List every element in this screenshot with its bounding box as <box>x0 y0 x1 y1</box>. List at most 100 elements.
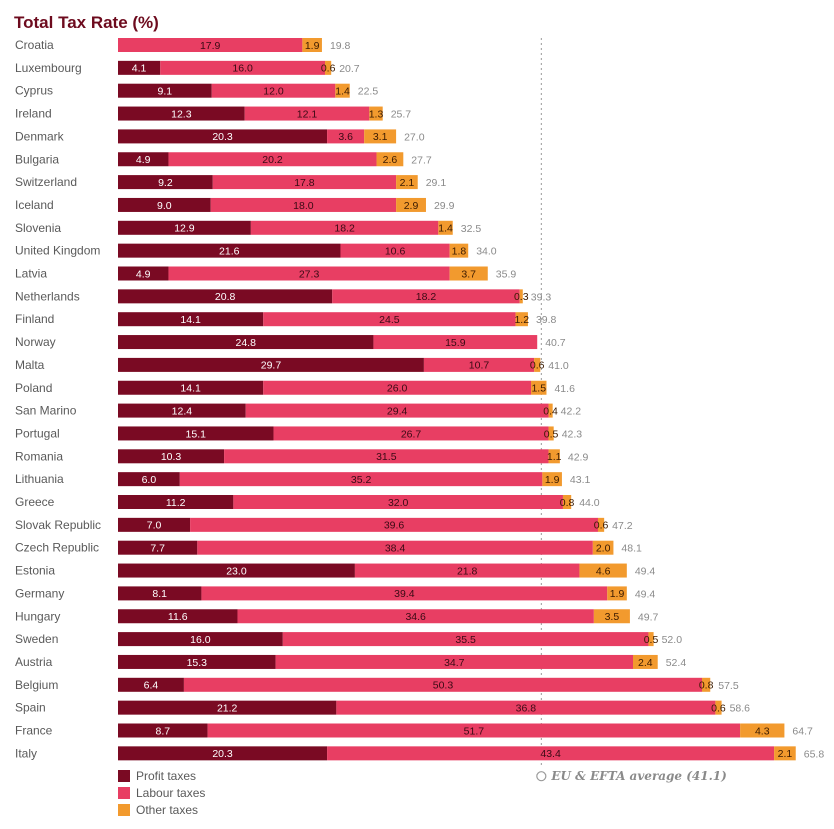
segment-value-label: 51.7 <box>464 725 485 737</box>
segment-value-label: 14.1 <box>180 314 201 326</box>
total-value-label: 44.0 <box>579 497 600 509</box>
segment-value-label: 9.2 <box>158 177 173 189</box>
segment-value-label: 7.0 <box>147 520 162 532</box>
segment-value-label: 26.7 <box>401 428 422 440</box>
country-label: Czech Republic <box>15 541 99 555</box>
total-value-label: 27.7 <box>411 154 432 166</box>
country-label: France <box>15 724 53 738</box>
bar-profit-taxes <box>118 129 328 144</box>
row-italy: Italy 20.3 43.4 2.1 65.8 <box>15 746 825 761</box>
bar-profit-taxes <box>118 449 225 464</box>
segment-value-label: 39.6 <box>384 520 405 532</box>
segment-value-label: 2.1 <box>400 177 415 189</box>
country-label: Netherlands <box>15 289 80 303</box>
bar-other-taxes <box>562 495 572 509</box>
bar-other-taxes <box>515 312 528 327</box>
total-value-label: 22.5 <box>358 86 379 98</box>
country-label: Ireland <box>15 107 52 121</box>
bar-profit-taxes <box>118 632 283 647</box>
segment-value-label: 0.6 <box>711 702 726 714</box>
bar-other-taxes <box>607 586 627 601</box>
bar-profit-taxes <box>118 357 424 372</box>
row-france: France 8.7 51.7 4.3 64.7 <box>15 723 813 738</box>
row-belgium: Belgium 6.4 50.3 0.8 57.5 <box>15 677 739 692</box>
bar-labour-taxes <box>263 312 516 327</box>
segment-value-label: 1.2 <box>514 314 529 326</box>
segment-value-label: 0.5 <box>544 428 559 440</box>
bar-profit-taxes <box>118 106 245 121</box>
segment-value-label: 34.7 <box>444 657 465 669</box>
segment-value-label: 1.9 <box>610 588 625 600</box>
country-label: Latvia <box>15 267 47 281</box>
country-label: United Kingdom <box>15 244 100 258</box>
row-finland: Finland 14.1 24.5 1.2 39.8 <box>15 312 557 327</box>
segment-value-label: 4.6 <box>596 565 611 577</box>
segment-value-label: 24.5 <box>379 314 400 326</box>
country-label: Italy <box>15 746 37 760</box>
segment-value-label: 39.4 <box>394 588 415 600</box>
total-value-label: 49.4 <box>635 566 656 578</box>
total-value-label: 29.1 <box>426 177 447 189</box>
legend-label-profit-taxes: Profit taxes <box>136 769 196 783</box>
row-switzerland: Switzerland 9.2 17.8 2.1 29.1 <box>15 175 447 190</box>
segment-value-label: 20.3 <box>212 131 233 143</box>
bar-profit-taxes <box>118 517 191 532</box>
bar-profit-taxes <box>118 677 184 692</box>
segment-value-label: 9.0 <box>157 200 172 212</box>
segment-value-label: 12.9 <box>174 223 195 235</box>
segment-value-label: 1.5 <box>531 383 546 395</box>
segment-value-label: 16.0 <box>190 634 211 646</box>
bar-labour-taxes <box>282 632 649 647</box>
country-label: Portugal <box>15 426 60 440</box>
bar-other-taxes <box>579 563 627 578</box>
bar-labour-taxes <box>212 175 397 190</box>
segment-value-label: 11.2 <box>166 497 186 509</box>
total-value-label: 27.0 <box>404 131 425 143</box>
bar-other-taxes <box>438 220 453 235</box>
country-label: Croatia <box>15 38 54 52</box>
total-value-label: 43.1 <box>570 474 591 486</box>
segment-value-label: 14.1 <box>180 383 201 395</box>
total-value-label: 49.4 <box>635 588 656 600</box>
segment-value-label: 18.2 <box>334 223 355 235</box>
segment-value-label: 24.8 <box>236 337 257 349</box>
country-label: Greece <box>15 495 55 509</box>
total-value-label: 65.8 <box>804 748 825 760</box>
row-luxembourg: Luxembourg 4.1 16.0 0.6 20.7 <box>15 60 360 75</box>
segment-value-label: 2.6 <box>383 154 398 166</box>
country-label: Norway <box>15 335 56 349</box>
total-value-label: 64.7 <box>792 726 813 738</box>
bar-labour-taxes <box>211 83 336 98</box>
total-value-label: 47.2 <box>612 520 633 532</box>
bar-profit-taxes <box>118 197 211 212</box>
segment-value-label: 21.2 <box>217 702 238 714</box>
bar-profit-taxes <box>118 723 208 738</box>
country-label: Romania <box>15 449 63 463</box>
country-label: Poland <box>15 381 52 395</box>
bar-labour-taxes <box>207 723 741 738</box>
segment-value-label: 0.8 <box>560 497 575 509</box>
segment-value-label: 31.5 <box>376 451 397 463</box>
total-value-label: 48.1 <box>621 543 642 555</box>
bar-profit-taxes <box>118 83 212 98</box>
segment-value-label: 11.6 <box>168 611 188 623</box>
row-latvia: Latvia 4.9 27.3 3.7 35.9 <box>15 266 516 281</box>
bar-labour-taxes <box>183 677 703 692</box>
segment-value-label: 20.8 <box>215 291 236 303</box>
segment-value-label: 20.3 <box>212 748 233 760</box>
bar-labour-taxes <box>244 106 370 121</box>
segment-value-label: 21.8 <box>457 565 478 577</box>
segment-value-label: 29.4 <box>387 405 408 417</box>
bar-other-taxes <box>542 472 562 487</box>
bar-labour-taxes <box>168 266 450 281</box>
bar-profit-taxes <box>118 426 274 441</box>
segment-value-label: 26.0 <box>387 383 408 395</box>
bar-other-taxes <box>597 517 605 532</box>
bar-profit-taxes <box>118 220 251 235</box>
bar-labour-taxes <box>340 243 450 258</box>
row-cyprus: Cyprus 9.1 12.0 1.4 22.5 <box>15 83 379 98</box>
bar-labour-taxes <box>273 426 549 441</box>
legend-label-labour-taxes: Labour taxes <box>136 786 205 800</box>
bar-other-taxes <box>702 677 711 692</box>
segment-value-label: 8.1 <box>152 588 167 600</box>
